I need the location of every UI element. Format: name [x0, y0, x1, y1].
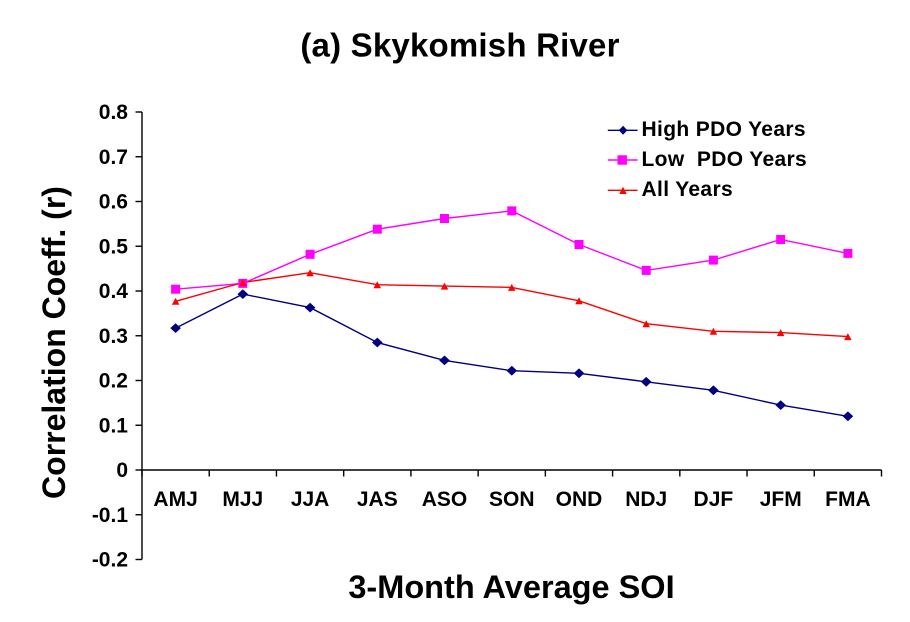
svg-text:ASO: ASO	[422, 488, 468, 511]
svg-text:(a) Skykomish River: (a) Skykomish River	[300, 26, 619, 63]
svg-text:JJA: JJA	[291, 488, 330, 511]
svg-text:AMJ: AMJ	[153, 488, 197, 511]
svg-text:0.4: 0.4	[99, 280, 129, 303]
svg-text:0.3: 0.3	[99, 325, 128, 348]
svg-text:OND: OND	[556, 488, 603, 511]
svg-text:0.5: 0.5	[99, 235, 129, 258]
svg-text:NDJ: NDJ	[625, 488, 667, 511]
svg-text:0.1: 0.1	[99, 414, 129, 437]
svg-text:0.7: 0.7	[99, 146, 128, 169]
svg-text:DJF: DJF	[694, 488, 734, 511]
svg-text:0.2: 0.2	[99, 370, 128, 393]
svg-text:Low PDO Years: Low PDO Years	[642, 148, 808, 171]
svg-text:All Years: All Years	[642, 178, 734, 201]
svg-text:-0.2: -0.2	[92, 549, 128, 572]
svg-text:0.6: 0.6	[99, 191, 128, 214]
svg-text:-0.1: -0.1	[92, 504, 129, 527]
svg-text:JAS: JAS	[357, 488, 398, 511]
svg-text:3-Month Average SOI: 3-Month Average SOI	[348, 569, 674, 605]
svg-text:High PDO Years: High PDO Years	[642, 118, 806, 141]
svg-text:SON: SON	[489, 488, 535, 511]
svg-text:JFM: JFM	[760, 488, 802, 511]
svg-text:MJJ: MJJ	[222, 488, 263, 511]
svg-text:FMA: FMA	[825, 488, 871, 511]
svg-text:0: 0	[116, 459, 128, 482]
svg-text:0.8: 0.8	[99, 101, 129, 124]
svg-text:Correlation Coeff. (r): Correlation Coeff. (r)	[36, 186, 72, 499]
